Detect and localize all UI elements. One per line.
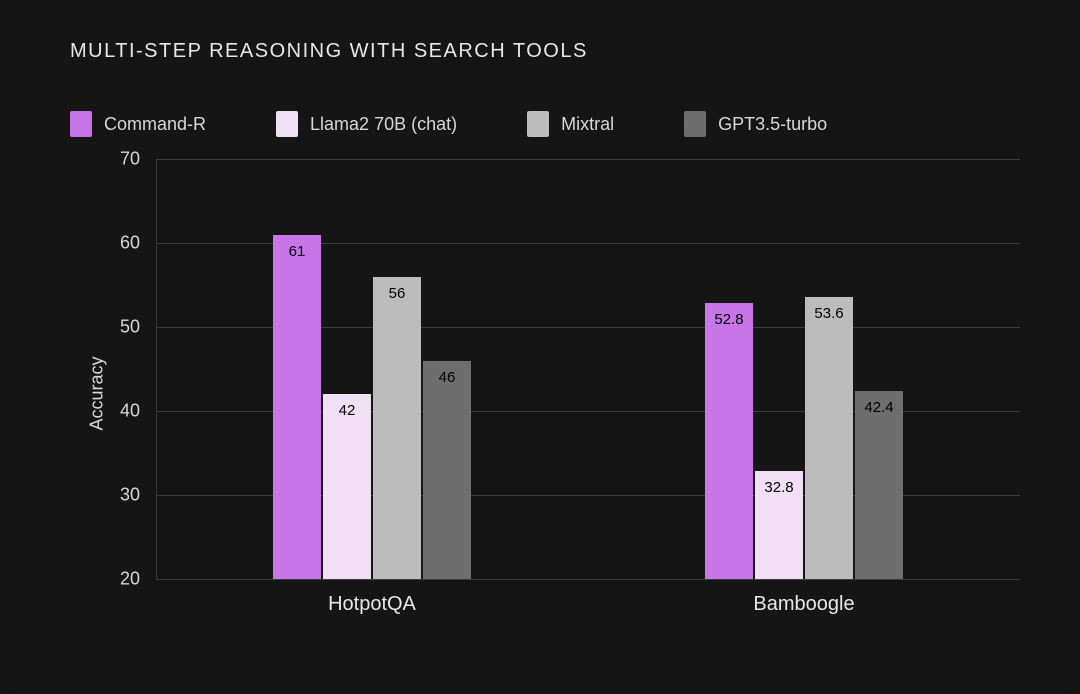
bar-value-label: 46 (439, 369, 456, 386)
bar-value-label: 53.6 (814, 305, 843, 322)
bar: 52.8 (705, 303, 753, 579)
bar: 56 (373, 277, 421, 579)
bar-group: 52.8 32.8 53.6 42.4 (588, 159, 1020, 579)
x-labels: HotpotQABamboogle (156, 593, 1020, 616)
legend-swatch (684, 111, 706, 137)
legend: Command-R Llama2 70B (chat) Mixtral GPT3.5-… (70, 111, 1020, 137)
legend-label: Llama2 70B (chat) (310, 114, 457, 135)
bar: 42.4 (855, 391, 903, 579)
legend-swatch (527, 111, 549, 137)
bar-value-label: 32.8 (764, 479, 793, 496)
legend-item: Command-R (70, 111, 206, 137)
y-tick-label: 20 (120, 569, 140, 590)
legend-item: Llama2 70B (chat) (276, 111, 457, 137)
bar-groups: 61 42 56 46 52.8 32.8 53.6 42.4 (156, 159, 1020, 579)
x-category-label: Bamboogle (588, 593, 1020, 616)
y-tick-label: 50 (120, 317, 140, 338)
legend-label: Mixtral (561, 114, 614, 135)
chart-title: MULTI-STEP REASONING WITH SEARCH TOOLS (70, 40, 1020, 63)
y-tick-label: 70 (120, 149, 140, 170)
legend-label: Command-R (104, 114, 206, 135)
x-category-label: HotpotQA (156, 593, 588, 616)
bar: 32.8 (755, 471, 803, 579)
plot-area: 203040506070 6142564652.832.853.642.4 (100, 159, 1020, 579)
gridline (156, 579, 1020, 580)
bar-value-label: 42.4 (864, 399, 893, 416)
bar: 46 (423, 361, 471, 579)
bar-value-label: 56 (389, 285, 406, 302)
bar-value-label: 52.8 (714, 311, 743, 328)
y-tick-label: 30 (120, 485, 140, 506)
bar-value-label: 61 (289, 243, 306, 260)
bar: 53.6 (805, 297, 853, 579)
chart-card: MULTI-STEP REASONING WITH SEARCH TOOLS C… (0, 0, 1080, 694)
bar: 61 (273, 235, 321, 579)
legend-item: GPT3.5-turbo (684, 111, 827, 137)
legend-swatch (276, 111, 298, 137)
bar-value-label: 42 (339, 402, 356, 419)
bar-group: 61 42 56 46 (156, 159, 588, 579)
y-tick-label: 40 (120, 401, 140, 422)
y-tick-label: 60 (120, 233, 140, 254)
legend-label: GPT3.5-turbo (718, 114, 827, 135)
bar: 42 (323, 394, 371, 579)
legend-swatch (70, 111, 92, 137)
y-ticks: 203040506070 (100, 159, 146, 579)
legend-item: Mixtral (527, 111, 614, 137)
chart-body: Accuracy 203040506070 6142564652.832.853… (60, 159, 1020, 627)
